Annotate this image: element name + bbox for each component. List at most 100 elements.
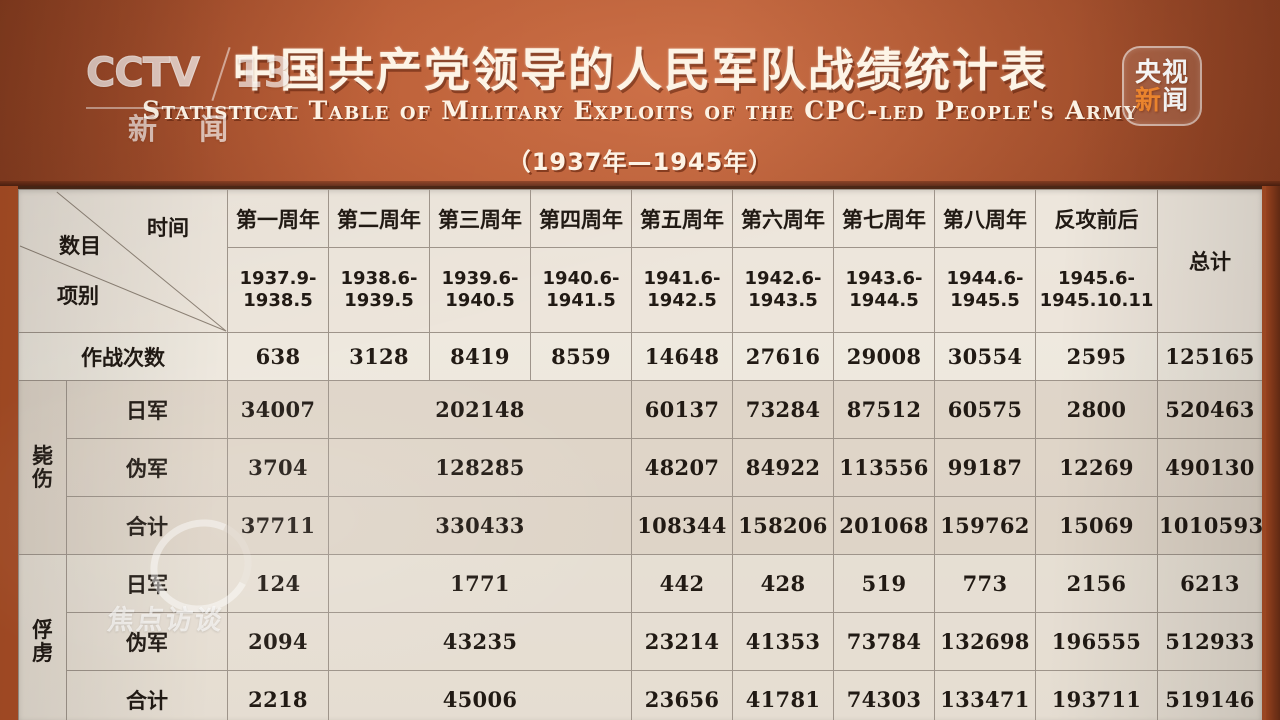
cell-cas-sum-8: 159762: [934, 496, 1036, 555]
row-label-casualties-puppet: 伪军: [66, 438, 228, 497]
news-watermark-line2: 新闻: [1124, 88, 1200, 114]
corner-label-category: 项别: [57, 284, 99, 308]
wall-edge-left: [0, 186, 16, 720]
col-range-7: 1943.6- 1944.5: [833, 247, 935, 333]
cell-cas-pp-6: 84922: [732, 438, 834, 497]
cell-cas-pp-total: 490130: [1157, 438, 1262, 497]
table-row: 合计 2218 45006 23656 41781 74303 133471 1…: [19, 670, 1262, 720]
col-header-total: 总计: [1157, 189, 1262, 333]
cell-cas-sum-9: 15069: [1035, 496, 1158, 555]
cell-cas-jp-7: 87512: [833, 380, 935, 439]
cell-cap-sum-6: 41781: [732, 670, 834, 720]
corner-label-time: 时间: [147, 216, 189, 240]
cell-battles-1: 638: [227, 332, 329, 381]
col-header-9: 反攻前后: [1035, 189, 1158, 249]
cell-battles-7: 29008: [833, 332, 935, 381]
banner-header: 中国共产党领导的人民军队战绩统计表 Statistical Table of M…: [0, 0, 1280, 186]
col-range-5: 1941.6- 1942.5: [631, 247, 733, 333]
table-row: 伪军 3704 128285 48207 84922 113556 99187 …: [19, 438, 1262, 497]
col-range-2: 1938.6- 1939.5: [328, 247, 430, 333]
cell-battles-5: 14648: [631, 332, 733, 381]
cell-cap-pp-9: 196555: [1035, 612, 1158, 671]
col-header-3: 第三周年: [429, 189, 531, 249]
table-header-row-names: 数目 时间 项别 第一周年 第二周年 第三周年 第四周年 第五周年 第六周年 第…: [18, 189, 1262, 333]
col-header-6: 第六周年: [732, 189, 834, 249]
cell-cap-pp-8: 132698: [934, 612, 1036, 671]
col-header-1: 第一周年: [227, 189, 329, 249]
cctv-news-watermark: 央视 新闻: [1122, 46, 1202, 126]
table-row: 毙伤 日军 34007 202148 60137 73284 87512 605…: [18, 380, 1262, 555]
cell-cap-jp-5: 442: [631, 554, 733, 613]
cell-cas-pp-merged: 128285: [328, 438, 632, 497]
corner-header-cell: 数目 时间 项别: [18, 189, 228, 333]
cell-cas-jp-8: 60575: [934, 380, 1036, 439]
cell-battles-4: 8559: [530, 332, 632, 381]
news-watermark-rest: 闻: [1162, 86, 1190, 116]
cell-cap-pp-1: 2094: [227, 612, 329, 671]
group-label-captured: 俘虏: [18, 554, 67, 720]
cell-cas-sum-7: 201068: [833, 496, 935, 555]
cell-cap-jp-7: 519: [833, 554, 935, 613]
group-label-captured-c1: 俘虏: [32, 618, 53, 665]
cell-cap-sum-1: 2218: [227, 670, 329, 720]
statistics-table: 数目 时间 项别 第一周年 第二周年 第三周年 第四周年 第五周年 第六周年 第…: [18, 189, 1262, 720]
row-label-casualties-japanese: 日军: [66, 380, 228, 439]
cell-cas-sum-5: 108344: [631, 496, 733, 555]
cell-cap-jp-8: 773: [934, 554, 1036, 613]
cell-cap-pp-7: 73784: [833, 612, 935, 671]
page-title-years: （1937年—1945年）: [506, 148, 774, 176]
col-header-2: 第二周年: [328, 189, 430, 249]
row-label-casualties-subtotal: 合计: [66, 496, 228, 555]
col-range-6: 1942.6- 1943.5: [732, 247, 834, 333]
col-range-9: 1945.6- 1945.10.11: [1035, 247, 1158, 333]
cell-battles-9: 2595: [1035, 332, 1158, 381]
page-title-cn: 中国共产党领导的人民军队战绩统计表: [232, 43, 1048, 97]
cell-cas-jp-9: 2800: [1035, 380, 1158, 439]
row-label-battles: 作战次数: [18, 332, 228, 381]
cctv-channel-number: 13: [234, 48, 293, 97]
news-watermark-line1: 央视: [1134, 58, 1189, 88]
table-row: 俘虏 日军 124 1771 442 428 519 773 2156 6213: [18, 554, 1262, 720]
table-row: 作战次数 638 3128 8419 8559 14648 27616 2900…: [18, 332, 1262, 381]
cell-cas-jp-6: 73284: [732, 380, 834, 439]
row-label-captured-japanese: 日军: [66, 554, 228, 613]
board-top-edge: [18, 186, 1262, 190]
cell-cap-sum-8: 133471: [934, 670, 1036, 720]
col-header-7: 第七周年: [833, 189, 935, 249]
cell-cas-jp-5: 60137: [631, 380, 733, 439]
row-label-captured-subtotal: 合计: [66, 670, 228, 720]
table-row: 伪军 2094 43235 23214 41353 73784 132698 1…: [19, 612, 1262, 671]
cell-cas-sum-6: 158206: [732, 496, 834, 555]
table-header-row-dates: 1937.9- 1938.5 1938.6- 1939.5 1939.6- 19…: [19, 247, 1263, 333]
cell-cap-pp-6: 41353: [732, 612, 834, 671]
cell-cap-sum-9: 193711: [1035, 670, 1158, 720]
cell-battles-3: 8419: [429, 332, 531, 381]
cell-cap-sum-7: 74303: [833, 670, 935, 720]
cell-cas-jp-total: 520463: [1157, 380, 1262, 439]
cell-cas-pp-1: 3704: [227, 438, 329, 497]
cell-cap-jp-6: 428: [732, 554, 834, 613]
col-range-1: 1937.9- 1938.5: [227, 247, 329, 333]
banner-edge: [0, 181, 1280, 186]
cell-battles-8: 30554: [934, 332, 1036, 381]
table-board: 数目 时间 项别 第一周年 第二周年 第三周年 第四周年 第五周年 第六周年 第…: [0, 186, 1280, 720]
cell-cap-sum-total: 519146: [1157, 670, 1262, 720]
col-header-4: 第四周年: [530, 189, 632, 249]
cell-cas-jp-merged: 202148: [328, 380, 632, 439]
cell-cas-sum-1: 37711: [227, 496, 329, 555]
cell-battles-total: 125165: [1157, 332, 1262, 381]
news-watermark-hl: 新: [1134, 86, 1162, 116]
cell-cap-jp-9: 2156: [1035, 554, 1158, 613]
group-label-casualties: 毙伤: [18, 380, 67, 555]
col-header-5: 第五周年: [631, 189, 733, 249]
cctv-slash-divider: [211, 47, 231, 101]
cell-cas-pp-5: 48207: [631, 438, 733, 497]
cell-cas-sum-merged: 330433: [328, 496, 632, 555]
cell-cas-pp-7: 113556: [833, 438, 935, 497]
col-header-8: 第八周年: [934, 189, 1036, 249]
cell-cap-jp-merged: 1771: [328, 554, 632, 613]
cell-cas-sum-total: 1010593: [1157, 496, 1262, 555]
group-label-casualties-c1: 毙伤: [32, 444, 53, 491]
corner-diagonal-lines: [19, 191, 227, 332]
